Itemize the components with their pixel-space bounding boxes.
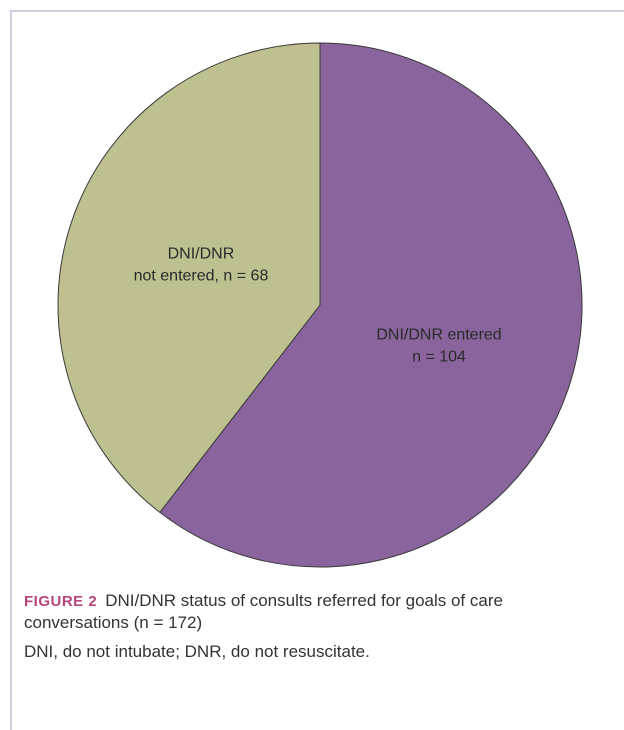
pie-chart: DNI/DNR entered n = 104 DNI/DNR not entered… [57, 42, 583, 568]
caption-text: DNI/DNR status of consults referred for … [24, 591, 503, 632]
figure-label: FIGURE 2 [24, 593, 98, 610]
pie-slice-0 [159, 42, 583, 568]
abbreviation-note: DNI, do not intubate; DNR, do not resusc… [24, 642, 370, 661]
pie-slice-1 [57, 42, 321, 514]
slice-label-0: DNI/DNR entered n = 104 [376, 327, 501, 366]
slice-label-1: DNI/DNR not entered, n = 68 [134, 245, 269, 284]
figure-caption: FIGURE 2 DNI/DNR status of consults refer… [24, 590, 584, 633]
figure-frame [10, 10, 624, 730]
